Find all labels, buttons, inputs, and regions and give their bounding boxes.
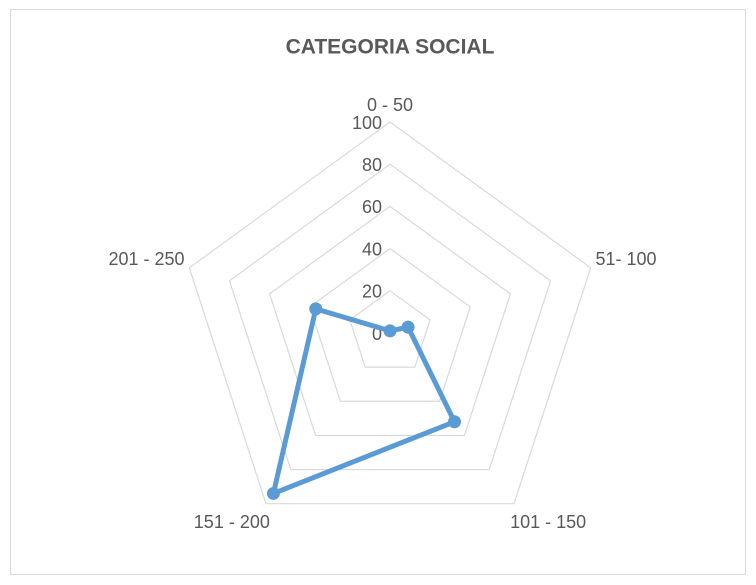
- data-point: [447, 415, 461, 429]
- radial-tick-label: 40: [362, 239, 382, 259]
- grid-ring: [268, 205, 512, 437]
- data-point: [383, 324, 397, 338]
- radial-tick-label: 60: [362, 197, 382, 217]
- grid-ring: [228, 163, 552, 471]
- grid-ring: [188, 121, 592, 505]
- data-point: [309, 302, 323, 316]
- chart-title: CATEGORIA SOCIAL: [286, 36, 495, 59]
- grid-ring: [309, 247, 471, 402]
- category-label: 0 - 50: [367, 95, 413, 115]
- category-label: 51- 100: [595, 249, 656, 269]
- category-label: 201 - 250: [108, 249, 184, 269]
- data-point: [266, 486, 280, 500]
- grid-ring: [349, 290, 431, 368]
- radial-tick-label: 20: [362, 282, 382, 302]
- category-label: 151 - 200: [194, 512, 270, 532]
- radial-tick-label: 0: [372, 324, 382, 344]
- chart-frame: [10, 9, 746, 575]
- radial-tick-label: 100: [352, 113, 382, 133]
- category-label: 101 - 150: [510, 512, 586, 532]
- radial-tick-label: 80: [362, 155, 382, 175]
- data-point: [401, 320, 415, 334]
